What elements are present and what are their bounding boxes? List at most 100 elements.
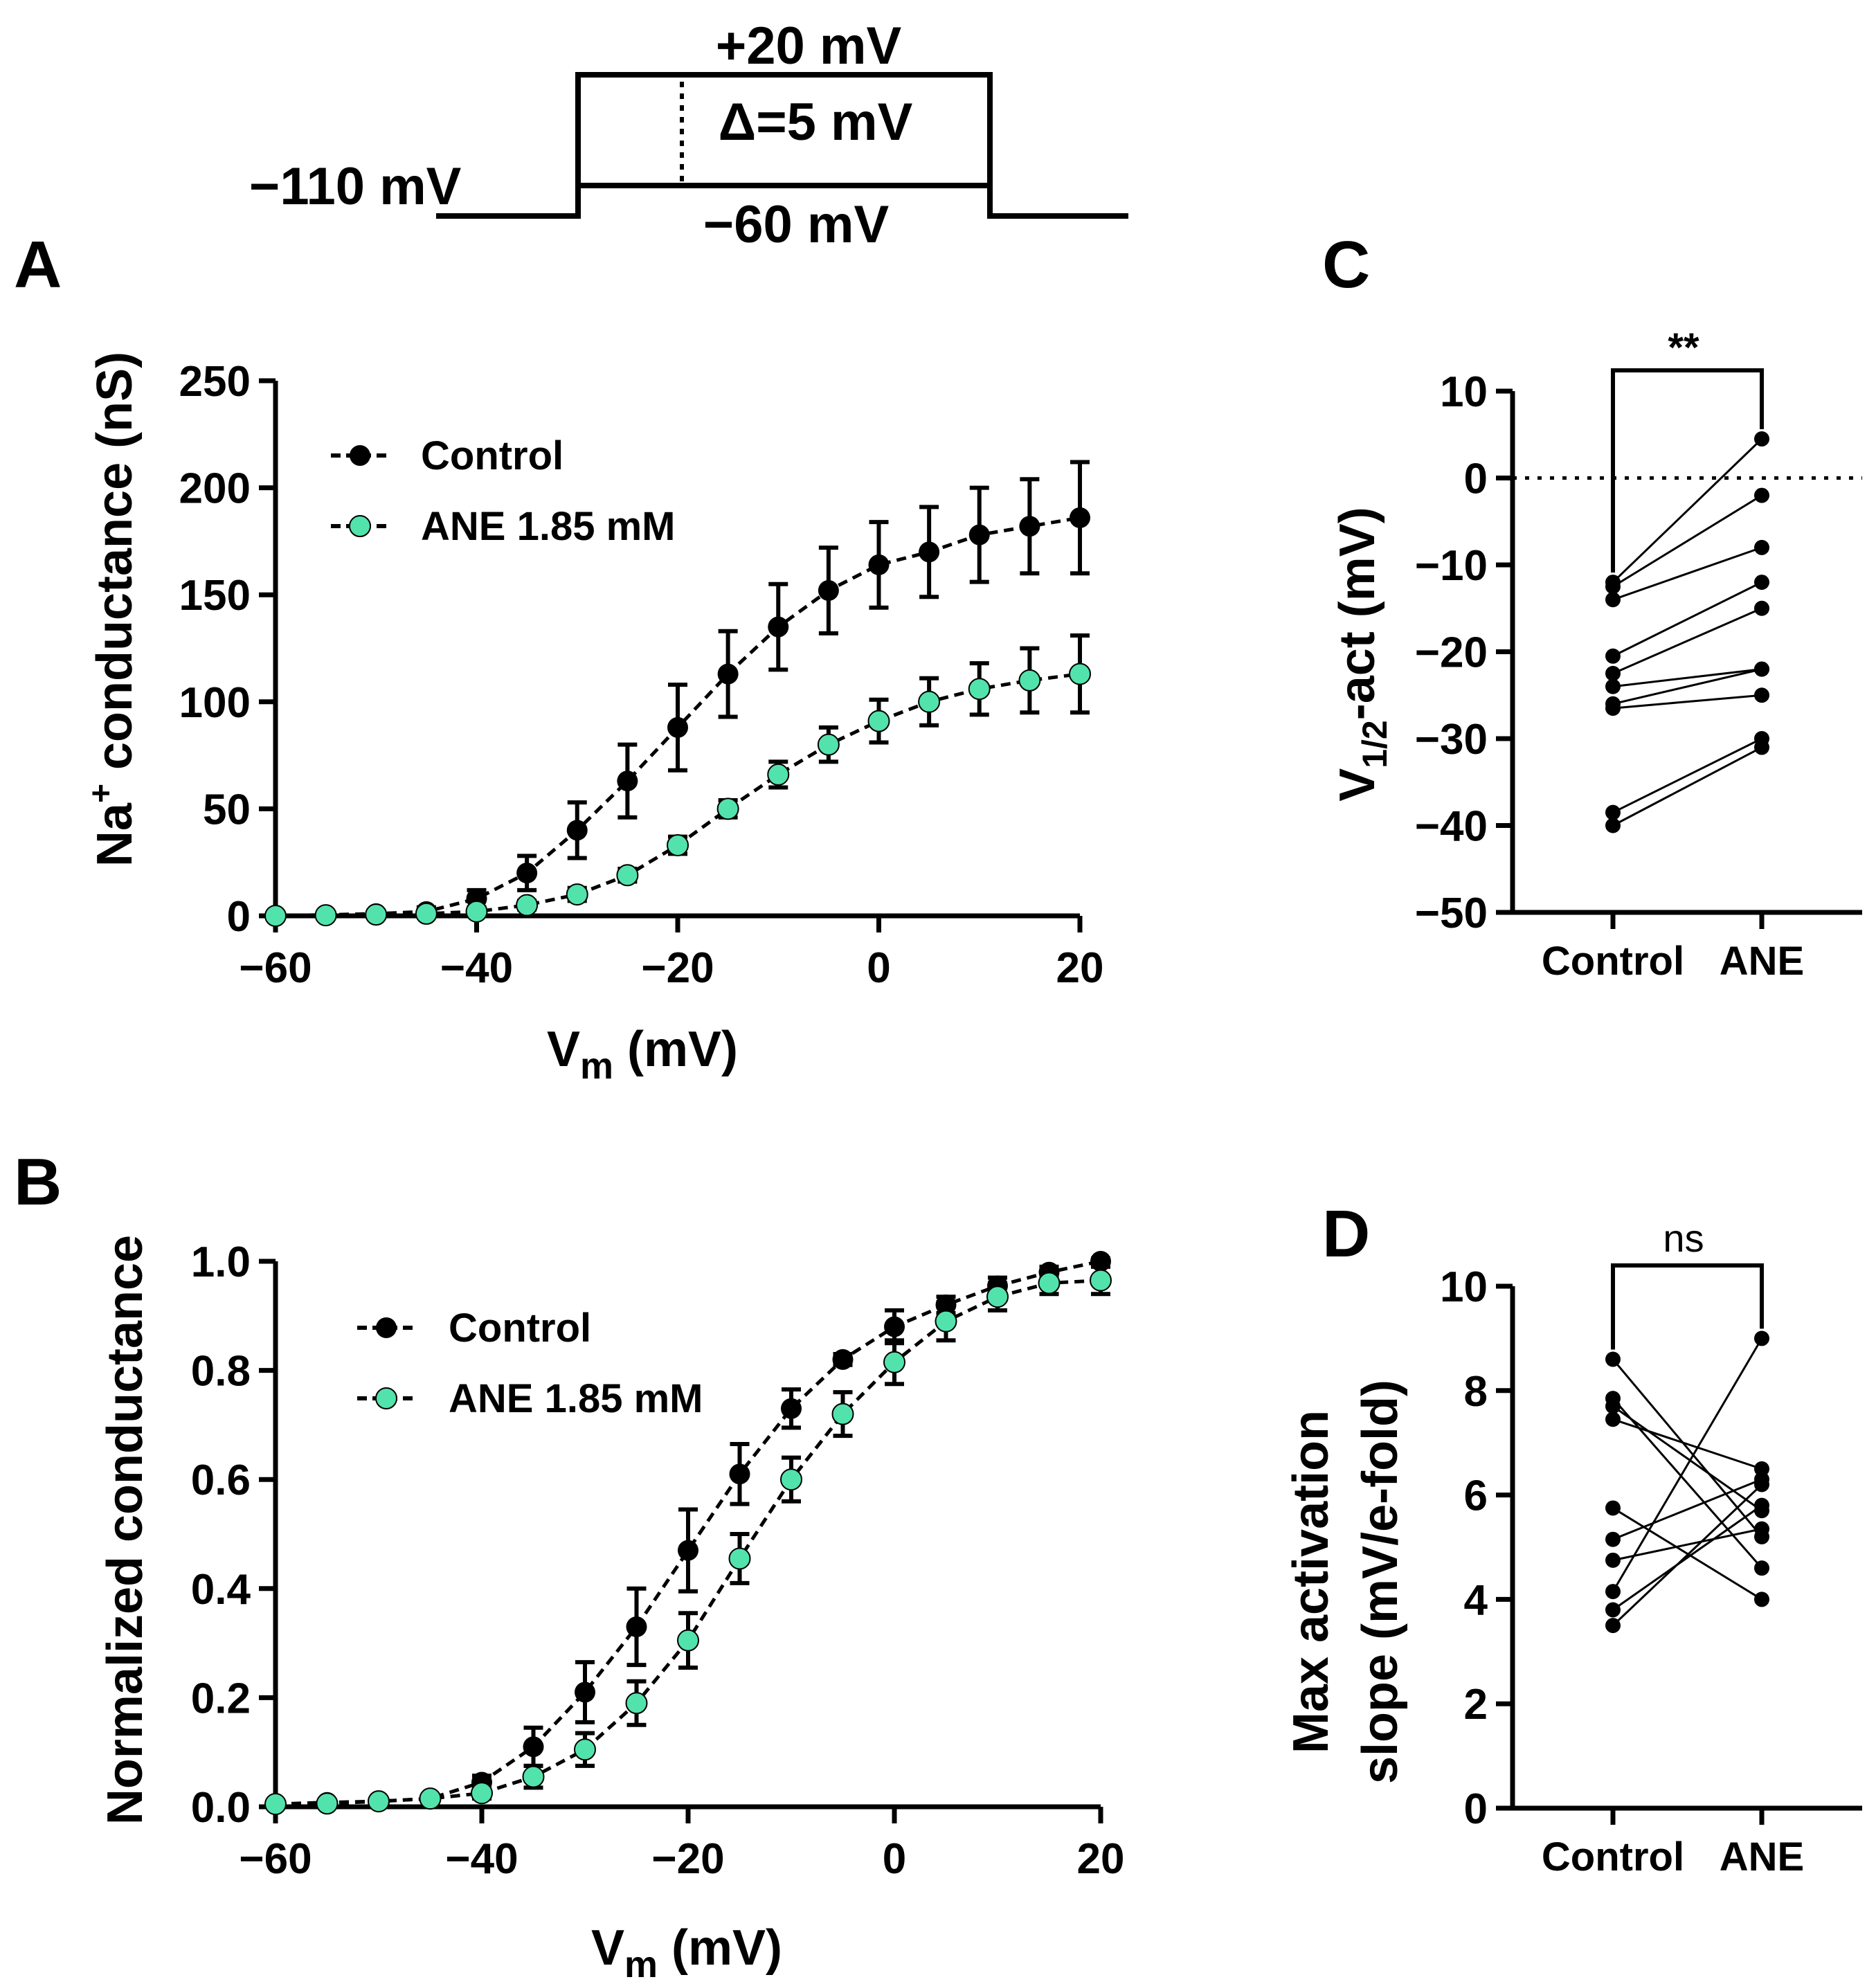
d-ytick-label: 6 bbox=[1464, 1472, 1488, 1520]
d-pair-line bbox=[1612, 1398, 1763, 1569]
panel-d-significance: ns bbox=[1663, 1216, 1704, 1260]
panel-a-letter: A bbox=[14, 228, 62, 302]
panel-c-ylabel-pre: V bbox=[1330, 768, 1385, 802]
legend-b-control-label: Control bbox=[449, 1306, 591, 1351]
panel-d-plot: 0 2 4 6 8 10 Control ANE bbox=[1440, 1263, 1862, 1879]
a-ytick-label: 0 bbox=[227, 893, 251, 941]
c-pair-line bbox=[1612, 746, 1762, 827]
panel-d-ylabel-line2: slope (mV/e-fold) bbox=[1353, 1380, 1408, 1784]
b-series-ane-point bbox=[522, 1765, 545, 1788]
panel-a-xlabel-unit: (mV) bbox=[613, 1022, 738, 1077]
legend-b-control-marker bbox=[376, 1317, 397, 1338]
c-pair-line bbox=[1612, 607, 1762, 675]
b-series-ane-point bbox=[471, 1782, 493, 1805]
protocol-holding-label: −110 mV bbox=[249, 157, 462, 216]
a-ytick-label: 200 bbox=[179, 465, 251, 513]
d-pair-line bbox=[1612, 1337, 1763, 1592]
c-ytick-label: −10 bbox=[1415, 542, 1488, 590]
c-ytick-label: −50 bbox=[1415, 890, 1488, 937]
a-ytick-label: 100 bbox=[179, 679, 251, 727]
d-control-point bbox=[1605, 1584, 1621, 1600]
panel-c-ylabel-sub: 1/2 bbox=[1355, 720, 1394, 768]
d-ane-point bbox=[1754, 1560, 1769, 1576]
c-ytick-label: 10 bbox=[1440, 368, 1488, 416]
panel-c-ylabel-post: -act (mV) bbox=[1330, 507, 1385, 720]
b-xtick-label: −40 bbox=[445, 1835, 518, 1883]
d-control-point bbox=[1605, 1500, 1621, 1516]
b-series-ane-point bbox=[316, 1792, 339, 1815]
c-xtick-label: ANE bbox=[1720, 939, 1804, 984]
c-xtick-label: Control bbox=[1542, 939, 1684, 984]
legend-a-control-marker bbox=[350, 445, 370, 466]
d-ytick-label: 10 bbox=[1440, 1263, 1488, 1311]
a-series-ane-point bbox=[667, 833, 689, 856]
b-ytick-label: 1.0 bbox=[191, 1238, 251, 1286]
a-xtick-label: 20 bbox=[1056, 944, 1104, 992]
d-pair-line bbox=[1612, 1528, 1762, 1562]
a-series-ane-point bbox=[465, 900, 488, 923]
panel-a-plot: 0 50 100 150 200 250 −60 −40 −20 0 20 bbox=[179, 358, 1104, 992]
c-pair-line bbox=[1612, 668, 1762, 688]
panel-b-xlabel: Vm (mV) bbox=[591, 1920, 782, 1984]
a-series-ane-point bbox=[918, 690, 941, 713]
legend-a-ane-label: ANE 1.85 mM bbox=[421, 504, 675, 549]
d-control-point bbox=[1605, 1531, 1621, 1547]
b-series-control-point bbox=[523, 1736, 544, 1758]
d-ytick-label: 8 bbox=[1464, 1368, 1488, 1416]
b-series-ane-point bbox=[935, 1310, 957, 1333]
a-series-ane-point bbox=[566, 883, 588, 906]
c-ane-point bbox=[1754, 687, 1769, 703]
b-series-control-point bbox=[729, 1463, 750, 1485]
a-xtick-label: −60 bbox=[239, 944, 312, 992]
c-ane-point bbox=[1754, 431, 1769, 447]
a-series-control-point bbox=[1070, 507, 1090, 528]
a-series-ane-point bbox=[1069, 662, 1091, 685]
c-control-point bbox=[1605, 665, 1621, 681]
a-series-control-point bbox=[566, 820, 588, 841]
c-ane-point bbox=[1754, 487, 1769, 503]
voltage-protocol: +20 mV Δ=5 mV −110 mV −60 mV bbox=[249, 17, 1128, 254]
panel-a-ylabel-post: conductance (nS) bbox=[87, 352, 143, 784]
d-control-point bbox=[1605, 1618, 1621, 1634]
b-series-ane-point bbox=[419, 1787, 442, 1810]
b-series-ane-point bbox=[368, 1790, 390, 1813]
d-ytick-label: 0 bbox=[1464, 1785, 1488, 1833]
a-series-control-point bbox=[768, 616, 789, 638]
a-xtick-label: −20 bbox=[641, 944, 714, 992]
panel-b-letter: B bbox=[14, 1145, 62, 1219]
c-ytick-label: −30 bbox=[1415, 716, 1488, 764]
c-control-point bbox=[1605, 804, 1621, 820]
c-ane-point bbox=[1754, 575, 1769, 590]
c-pair-line bbox=[1612, 694, 1762, 710]
panel-a-ylabel-sup: + bbox=[83, 784, 120, 803]
c-pair-line bbox=[1612, 581, 1762, 658]
b-series-ane-point bbox=[883, 1351, 905, 1373]
b-ytick-label: 0.2 bbox=[191, 1675, 251, 1722]
panel-c-plot: −50 −40 −30 −20 −10 0 10 Control ANE bbox=[1415, 368, 1862, 984]
b-series-ane-point bbox=[831, 1403, 854, 1425]
panel-b-xlabel-main: V bbox=[591, 1920, 624, 1976]
b-series-control-point bbox=[678, 1540, 698, 1561]
b-ytick-label: 0.4 bbox=[191, 1566, 251, 1614]
legend-a-control-label: Control bbox=[421, 433, 563, 478]
b-series-control-point bbox=[884, 1316, 905, 1337]
a-xtick-label: −40 bbox=[440, 944, 513, 992]
legend-b-ane-label: ANE 1.85 mM bbox=[449, 1376, 703, 1421]
a-series-ane-point bbox=[616, 864, 639, 887]
c-pair-line bbox=[1612, 546, 1762, 601]
b-series-control-point bbox=[575, 1681, 595, 1703]
d-ytick-label: 2 bbox=[1464, 1681, 1488, 1729]
b-xtick-label: 20 bbox=[1077, 1835, 1125, 1883]
a-series-ane-point bbox=[968, 678, 991, 701]
a-series-control-point bbox=[818, 580, 839, 602]
panel-b-legend: Control ANE 1.85 mM bbox=[357, 1306, 703, 1421]
d-control-point bbox=[1605, 1552, 1621, 1568]
a-ytick-label: 250 bbox=[179, 358, 251, 406]
a-series-ane-point bbox=[817, 733, 840, 756]
panel-b: B Control ANE 1.85 mM Normalized conduct… bbox=[14, 1145, 1124, 1984]
c-ane-point bbox=[1754, 600, 1769, 616]
b-series-ane-point bbox=[728, 1547, 751, 1570]
a-series-control-point bbox=[868, 554, 890, 575]
d-control-point bbox=[1605, 1398, 1621, 1414]
a-series-control-point bbox=[1019, 516, 1040, 537]
